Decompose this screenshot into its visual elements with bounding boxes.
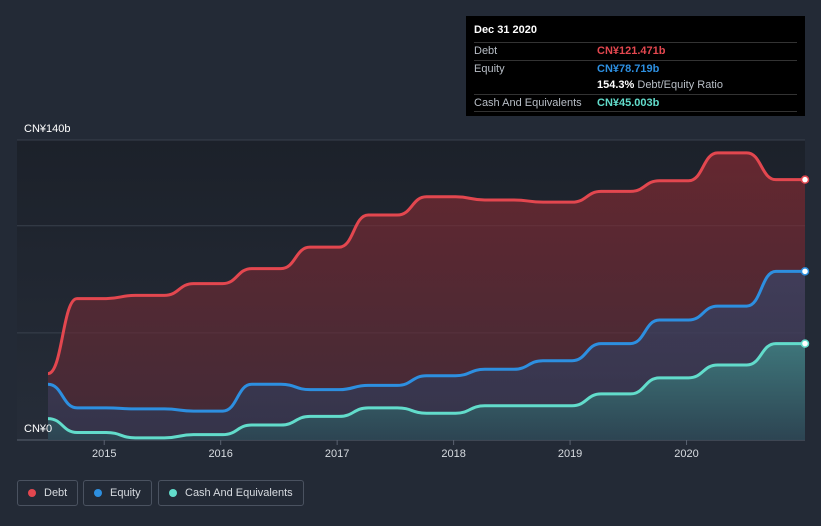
tooltip-row-cash: Cash And Equivalents CN¥45.003b: [474, 93, 797, 112]
tooltip-cash-label: Cash And Equivalents: [474, 96, 582, 109]
equity-line: [47, 269, 805, 413]
tooltip-debt-value: CN¥121.471b: [597, 45, 666, 57]
x-tick-label-2019: 2019: [558, 448, 582, 460]
debt-legend-dot-icon: [28, 489, 36, 497]
legend-item-cash[interactable]: Cash And Equivalents: [158, 480, 304, 506]
tooltip-row-debt: Debt CN¥121.471b: [474, 42, 797, 60]
legend-item-equity[interactable]: Equity: [83, 480, 152, 506]
y-tick-label-max: CN¥140b: [24, 123, 70, 135]
cash-area: [48, 343, 805, 440]
y-tick-label-zero: CN¥0: [24, 423, 52, 435]
legend-equity-label: Equity: [110, 487, 141, 499]
x-tick-label-2020: 2020: [674, 448, 698, 460]
x-tick-label-2016: 2016: [208, 448, 232, 460]
data-tooltip: Dec 31 2020 Debt CN¥121.471b Equity CN¥7…: [466, 16, 805, 116]
x-tick-label-2018: 2018: [441, 448, 465, 460]
equity-legend-dot-icon: [94, 489, 102, 497]
tooltip-date: Dec 31 2020: [474, 24, 537, 36]
legend-debt-label: Debt: [44, 487, 68, 499]
legend-item-debt[interactable]: Debt: [17, 480, 79, 506]
equity-end-point: [800, 267, 810, 276]
x-tick-label-2015: 2015: [92, 448, 116, 460]
tooltip-equity-value: CN¥78.719b: [597, 62, 660, 75]
debt-line: [47, 151, 805, 376]
tooltip-row-equity: Equity CN¥78.719b: [474, 59, 797, 78]
tooltip-equity-label: Equity: [474, 62, 505, 75]
cash-legend-dot-icon: [169, 489, 177, 497]
x-axis: 2015 2016 2017 2018 2019 2020: [92, 440, 699, 460]
cash-end-point: [800, 339, 810, 348]
tooltip-ratio: 154.3% Debt/Equity Ratio: [597, 77, 723, 93]
tooltip-row-ratio: 154.3% Debt/Equity Ratio: [474, 77, 797, 94]
tooltip-ratio-label: Debt/Equity Ratio: [637, 79, 723, 91]
debt-end-point: [800, 175, 810, 184]
cash-line: [47, 342, 805, 440]
tooltip-debt-label: Debt: [474, 45, 498, 57]
tooltip-cash-value: CN¥45.003b: [597, 96, 660, 109]
tooltip-ratio-value: 154.3%: [597, 79, 635, 91]
x-tick-label-2017: 2017: [325, 448, 349, 460]
legend-cash-label: Cash And Equivalents: [185, 487, 293, 499]
series-lines: [47, 151, 810, 440]
